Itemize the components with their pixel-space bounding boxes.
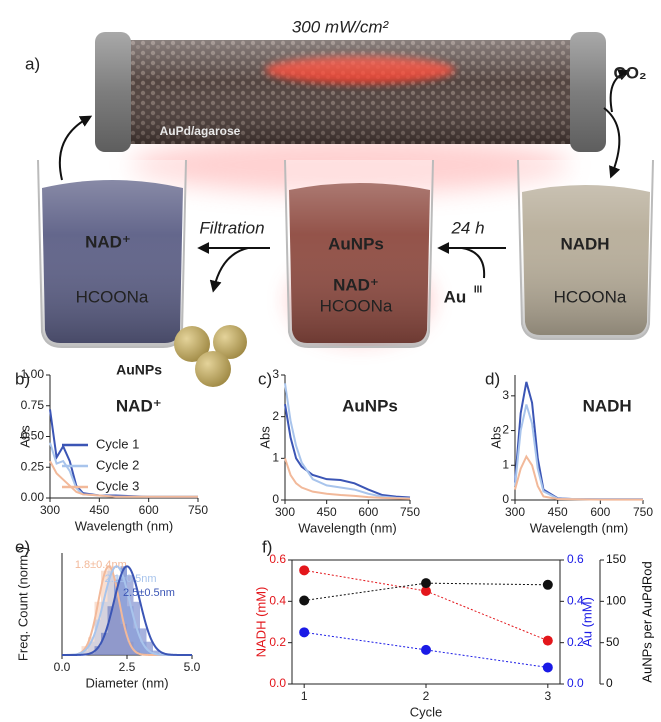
beaker-label: NAD⁺	[85, 232, 131, 251]
y-tick-label: 100	[606, 594, 626, 608]
beaker-label: NAD⁺	[333, 275, 379, 294]
fit-label: 2.1±0.5nm	[105, 573, 157, 585]
x-tick-label: 450	[89, 503, 109, 517]
panel-label: d)	[485, 369, 500, 388]
panel-label: c)	[258, 369, 272, 388]
x-tick-label: 3	[544, 689, 551, 703]
y3-axis-label: AuNPs per AuPdRod	[639, 561, 654, 682]
y-axis-label: Freq. Count (norm.)	[15, 547, 30, 661]
y-tick-label: 1	[502, 457, 509, 471]
reactor-label: AuPd/agarose	[160, 124, 241, 138]
x-tick-label: 2	[423, 689, 430, 703]
y-tick-label: 0.6	[567, 552, 584, 566]
y-axis-label: NADH (mM)	[253, 587, 268, 658]
x-tick-label: 750	[633, 505, 653, 519]
point	[299, 565, 309, 575]
x-tick-label: 450	[548, 505, 568, 519]
tube-cap	[570, 32, 606, 152]
x-tick-label: 5.0	[184, 660, 201, 674]
y-tick-label: 0.75	[21, 398, 45, 412]
point	[299, 627, 309, 637]
panel-label: a)	[25, 54, 40, 73]
tube-cap	[95, 32, 131, 152]
step-label: 24 h	[450, 218, 484, 237]
illustration: a) 300 mW/cm² CO₂ AuPd/agarose NAD⁺ HCOO…	[25, 17, 653, 387]
legend-label: Cycle 3	[96, 478, 139, 493]
chart-title: NADH	[583, 396, 632, 415]
line	[285, 404, 410, 497]
chart-title: NAD⁺	[116, 396, 162, 415]
x-axis-label: Wavelength (nm)	[75, 518, 174, 533]
y-tick-label: 0.4	[269, 594, 286, 608]
x-axis-label: Wavelength (nm)	[298, 520, 397, 535]
y2-axis-label: Au (mM)	[579, 597, 594, 647]
beaker-label: AuNPs	[328, 234, 384, 253]
x-tick-label: 300	[505, 505, 525, 519]
point	[543, 636, 553, 646]
point	[299, 596, 309, 606]
co2-label: CO₂	[613, 63, 646, 82]
x-tick-label: 2.5	[119, 660, 136, 674]
particles-label: AuNPs	[116, 362, 162, 378]
beaker	[285, 160, 433, 347]
y-tick-label: 50	[606, 635, 620, 649]
x-tick-label: 750	[188, 503, 208, 517]
beaker-label: HCOONa	[320, 296, 393, 315]
y-axis-label: Abs	[17, 425, 32, 448]
chart-title: AuNPs	[342, 396, 398, 415]
x-tick-label: 300	[40, 503, 60, 517]
y-tick-label: 0	[502, 492, 509, 506]
power-label: 300 mW/cm²	[292, 17, 390, 36]
point	[421, 578, 431, 588]
y-tick-label: 1	[272, 451, 279, 465]
x-tick-label: 450	[317, 505, 337, 519]
beaker-label: HCOONa	[554, 287, 627, 306]
fit-label: 2.5±0.5nm	[123, 587, 175, 599]
line	[515, 457, 643, 500]
point	[543, 580, 553, 590]
y-tick-label: 3	[502, 388, 509, 402]
panel-label: f)	[262, 537, 272, 556]
arrow	[214, 248, 248, 288]
x-tick-label: 600	[139, 503, 159, 517]
beaker	[38, 160, 186, 347]
y-tick-label: 0	[606, 676, 613, 690]
beaker-label: NADH	[560, 234, 609, 253]
reagent-superscript: III	[474, 285, 483, 296]
y-tick-label: 0.25	[21, 459, 45, 473]
y-axis-label: Abs	[488, 426, 503, 449]
legend-label: Cycle 2	[96, 457, 139, 472]
y-tick-label: 0.0	[269, 676, 286, 690]
y-tick-label: 0	[272, 492, 279, 506]
point	[543, 662, 553, 672]
y-tick-label: 150	[606, 552, 626, 566]
y-tick-label: 0.00	[21, 490, 45, 504]
panel-label: b)	[15, 369, 30, 388]
y-tick-label: 3	[272, 367, 279, 381]
y-tick-label: 0.2	[269, 635, 286, 649]
x-axis-label: Diameter (nm)	[85, 675, 168, 690]
arrow	[462, 248, 484, 278]
x-axis-label: Cycle	[410, 704, 443, 719]
x-tick-label: 600	[358, 505, 378, 519]
reagent-label: Au	[444, 287, 467, 306]
figure: a) 300 mW/cm² CO₂ AuPd/agarose NAD⁺ HCOO…	[0, 0, 661, 722]
x-tick-label: 0.0	[54, 660, 71, 674]
x-tick-label: 1	[301, 689, 308, 703]
y-axis-label: Abs	[257, 426, 272, 449]
x-axis-label: Wavelength (nm)	[530, 520, 629, 535]
y-tick-label: 2	[272, 409, 279, 423]
x-tick-label: 750	[400, 505, 420, 519]
beaker-label: HCOONa	[76, 287, 149, 306]
y-tick-label: 0.0	[567, 676, 584, 690]
nanoparticle	[195, 351, 231, 387]
step-label: Filtration	[199, 218, 264, 237]
point	[421, 645, 431, 655]
x-tick-label: 600	[590, 505, 610, 519]
legend-label: Cycle 1	[96, 436, 139, 451]
x-tick-label: 300	[275, 505, 295, 519]
